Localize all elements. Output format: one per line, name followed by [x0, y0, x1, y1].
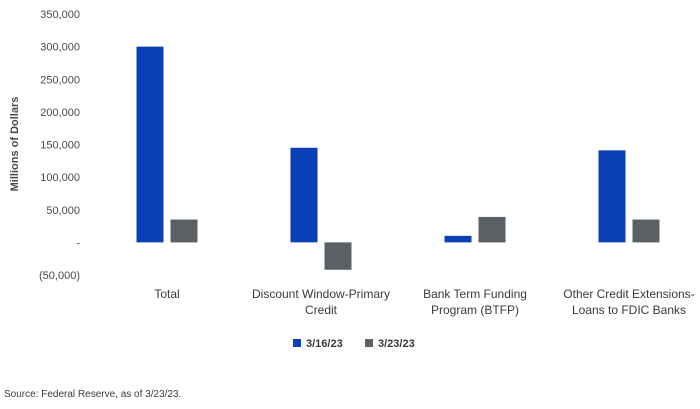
- legend-label: 3/23/23: [378, 338, 415, 350]
- category-label: Bank Term Funding Program (BTFP): [423, 287, 527, 317]
- bar-series1: [444, 235, 472, 243]
- y-tick-label: 150,000: [40, 140, 80, 152]
- y-tick-label: 200,000: [40, 107, 80, 119]
- legend-label: 3/16/23: [306, 338, 343, 350]
- category-labels: Total Discount Window-Primary Credit Bank T…: [154, 287, 694, 317]
- bar-series2: [324, 242, 352, 270]
- bar-series2: [170, 219, 198, 243]
- y-tick-label: 300,000: [40, 42, 80, 54]
- y-axis-ticks: 350,000 300,000 250,000 200,000 150,000 100,0…: [39, 9, 80, 282]
- y-tick-label: 350,000: [40, 9, 80, 21]
- bar-series2: [478, 216, 506, 243]
- y-tick-label: 50,000: [46, 205, 80, 217]
- y-axis-label: Millions of Dollars: [9, 97, 21, 192]
- bar-series1: [290, 147, 318, 243]
- y-tick-label: 100,000: [40, 172, 80, 184]
- category-label: Total: [154, 287, 179, 301]
- bar-series: [136, 46, 660, 270]
- bar-series1: [598, 150, 626, 243]
- category-label: Other Credit Extensions-Loans to FDIC Ba…: [563, 287, 694, 317]
- source-note: Source: Federal Reserve, as of 3/23/23.: [4, 389, 181, 400]
- legend-swatch: [293, 339, 301, 347]
- legend-swatch: [365, 339, 373, 347]
- bar-series2: [632, 219, 660, 243]
- bar-series1: [136, 46, 164, 243]
- y-tick-label: -: [76, 237, 80, 249]
- legend: 3/16/23 3/23/23: [293, 338, 415, 350]
- y-tick-label: (50,000): [39, 270, 80, 282]
- y-tick-label: 250,000: [40, 74, 80, 86]
- category-label: Discount Window-Primary Credit: [252, 287, 390, 317]
